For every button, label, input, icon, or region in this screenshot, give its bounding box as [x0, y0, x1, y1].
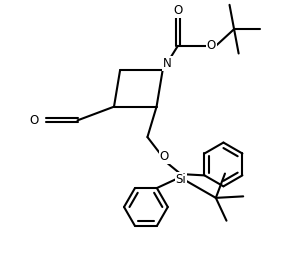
Text: O: O: [207, 39, 216, 52]
Text: O: O: [173, 4, 182, 17]
Text: Si: Si: [175, 173, 186, 185]
Text: N: N: [163, 57, 172, 70]
Text: O: O: [160, 150, 169, 163]
Text: O: O: [30, 114, 39, 127]
